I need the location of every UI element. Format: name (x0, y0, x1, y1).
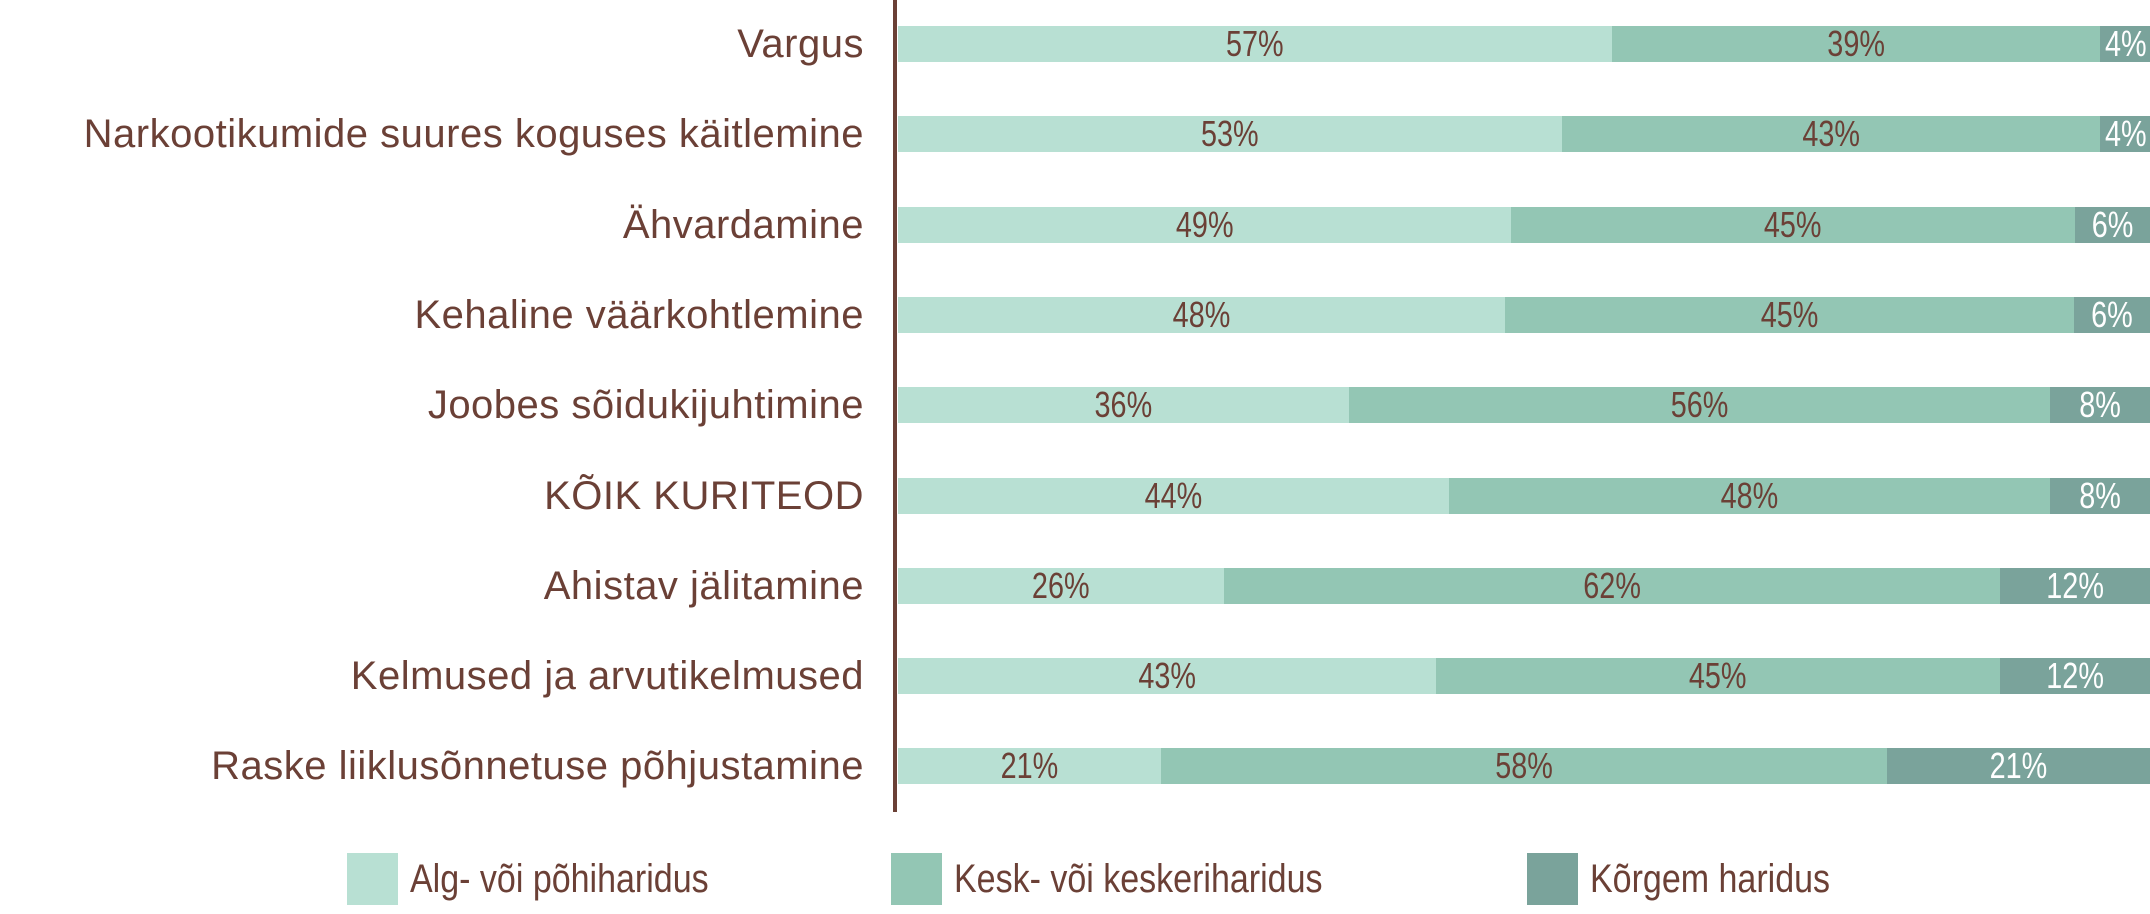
data-label: 6% (2091, 203, 2134, 245)
bar-segment: 48% (1448, 475, 2050, 516)
data-label: 45% (1764, 203, 1822, 245)
stacked-bar: 44% 48% 8% (898, 475, 2150, 516)
stacked-bar: 57% 39% 4% (898, 23, 2150, 64)
data-label: 43% (1801, 113, 1860, 155)
data-label: 39% (1826, 23, 1885, 64)
bar-segment: 53% (898, 113, 1562, 154)
data-label: 44% (1144, 474, 1203, 516)
category-label: Narkootikumide suures koguses käitlemine (83, 112, 864, 157)
legend-swatch (1527, 853, 1578, 905)
y-axis-line (893, 0, 897, 812)
data-label: 4% (2104, 23, 2147, 64)
bar-segment: 62% (1223, 565, 2000, 606)
data-label: 62% (1582, 564, 1641, 606)
data-label: 57% (1225, 23, 1284, 64)
data-label: 56% (1670, 384, 1729, 426)
bar-segment: 21% (898, 745, 1161, 786)
data-label: 21% (1000, 745, 1059, 787)
bar-row: Kehaline väärkohtlemine 48% 45% 6% (0, 293, 2150, 337)
data-label: 21% (1989, 745, 2048, 787)
data-label: 58% (1495, 745, 1553, 787)
bar-row: Ähvardamine 49% 45% 6% (0, 203, 2150, 247)
data-label: 8% (2079, 384, 2121, 426)
stacked-bar: 48% 45% 6% (898, 294, 2150, 335)
data-label: 48% (1720, 474, 1779, 516)
data-label: 48% (1172, 293, 1231, 335)
bar-row: Joobes sõidukijuhtimine 36% 56% 8% (0, 383, 2150, 427)
bar-segment: 6% (2074, 294, 2150, 335)
bar-row: Kelmused ja arvutikelmused 43% 45% 12% (0, 654, 2150, 698)
bar-row: Vargus 57% 39% 4% (0, 22, 2150, 66)
bar-row: Narkootikumide suures koguses käitlemine… (0, 112, 2150, 156)
bar-segment: 49% (898, 204, 1512, 245)
category-label: Kelmused ja arvutikelmused (350, 654, 864, 699)
category-label: Raske liiklusõnnetuse põhjustamine (211, 744, 864, 789)
legend-item: Kõrgem haridus (1527, 853, 1872, 905)
legend-swatch (347, 853, 398, 905)
bar-segment: 8% (2049, 475, 2150, 516)
bar-row: Raske liiklusõnnetuse põhjustamine 21% 58%… (0, 744, 2150, 788)
legend-label: Alg- või põhiharidus (410, 856, 709, 901)
bar-segment: 4% (2099, 113, 2150, 154)
bar-segment: 45% (1436, 655, 2000, 696)
data-label: 43% (1138, 655, 1196, 697)
bar-segment: 8% (2049, 384, 2150, 425)
bar-segment: 12% (1999, 655, 2150, 696)
stacked-bar: 21% 58% 21% (898, 745, 2150, 786)
bar-segment: 21% (1887, 745, 2150, 786)
bar-segment: 58% (1160, 745, 1888, 786)
bar-segment: 4% (2099, 23, 2150, 64)
data-label: 36% (1094, 384, 1153, 426)
bar-segment: 43% (898, 655, 1437, 696)
bar-segment: 45% (1511, 204, 2075, 245)
category-label: Ahistav jälitamine (543, 563, 864, 608)
bar-segment: 39% (1611, 23, 2100, 64)
bar-segment: 45% (1505, 294, 2075, 335)
stacked-bar: 36% 56% 8% (898, 384, 2150, 425)
bar-segment: 36% (898, 384, 1349, 425)
bar-segment: 48% (898, 294, 1506, 335)
data-label: 12% (2046, 564, 2104, 606)
category-label: Kehaline väärkohtlemine (414, 292, 864, 337)
stacked-bar: 43% 45% 12% (898, 655, 2150, 696)
data-label: 45% (1760, 293, 1819, 335)
data-label: 8% (2079, 474, 2121, 516)
bar-segment: 57% (898, 23, 1612, 64)
bar-row: KÕIK KURITEOD 44% 48% 8% (0, 474, 2150, 518)
category-label: Joobes sõidukijuhtimine (427, 383, 864, 428)
legend-label: Kesk- või keskeriharidus (954, 856, 1323, 901)
data-label: 12% (2046, 655, 2104, 697)
data-label: 4% (2104, 113, 2147, 155)
data-label: 53% (1200, 113, 1259, 155)
bar-segment: 6% (2074, 204, 2150, 245)
legend: Alg- või põhiharidus Kesk- või keskerihar… (0, 853, 2150, 905)
category-label: Ähvardamine (622, 202, 864, 247)
bar-row: Ahistav jälitamine 26% 62% 12% (0, 564, 2150, 608)
legend-swatch (891, 853, 942, 905)
stacked-bar: 26% 62% 12% (898, 565, 2150, 606)
data-label: 49% (1175, 203, 1234, 245)
bar-segment: 26% (898, 565, 1224, 606)
legend-label: Kõrgem haridus (1590, 856, 1831, 901)
legend-item: Alg- või põhiharidus (347, 853, 761, 905)
bar-segment: 44% (898, 475, 1449, 516)
bar-segment: 12% (1999, 565, 2150, 606)
bar-segment: 56% (1348, 384, 2050, 425)
stacked-bar: 53% 43% 4% (898, 113, 2150, 154)
category-label: KÕIK KURITEOD (544, 473, 864, 518)
stacked-bar: 49% 45% 6% (898, 204, 2150, 245)
data-label: 6% (2091, 293, 2133, 335)
bar-segment: 43% (1561, 113, 2100, 154)
data-label: 26% (1031, 564, 1090, 606)
legend-item: Kesk- või keskeriharidus (891, 853, 1388, 905)
data-label: 45% (1689, 655, 1747, 697)
category-label: Vargus (737, 22, 864, 66)
